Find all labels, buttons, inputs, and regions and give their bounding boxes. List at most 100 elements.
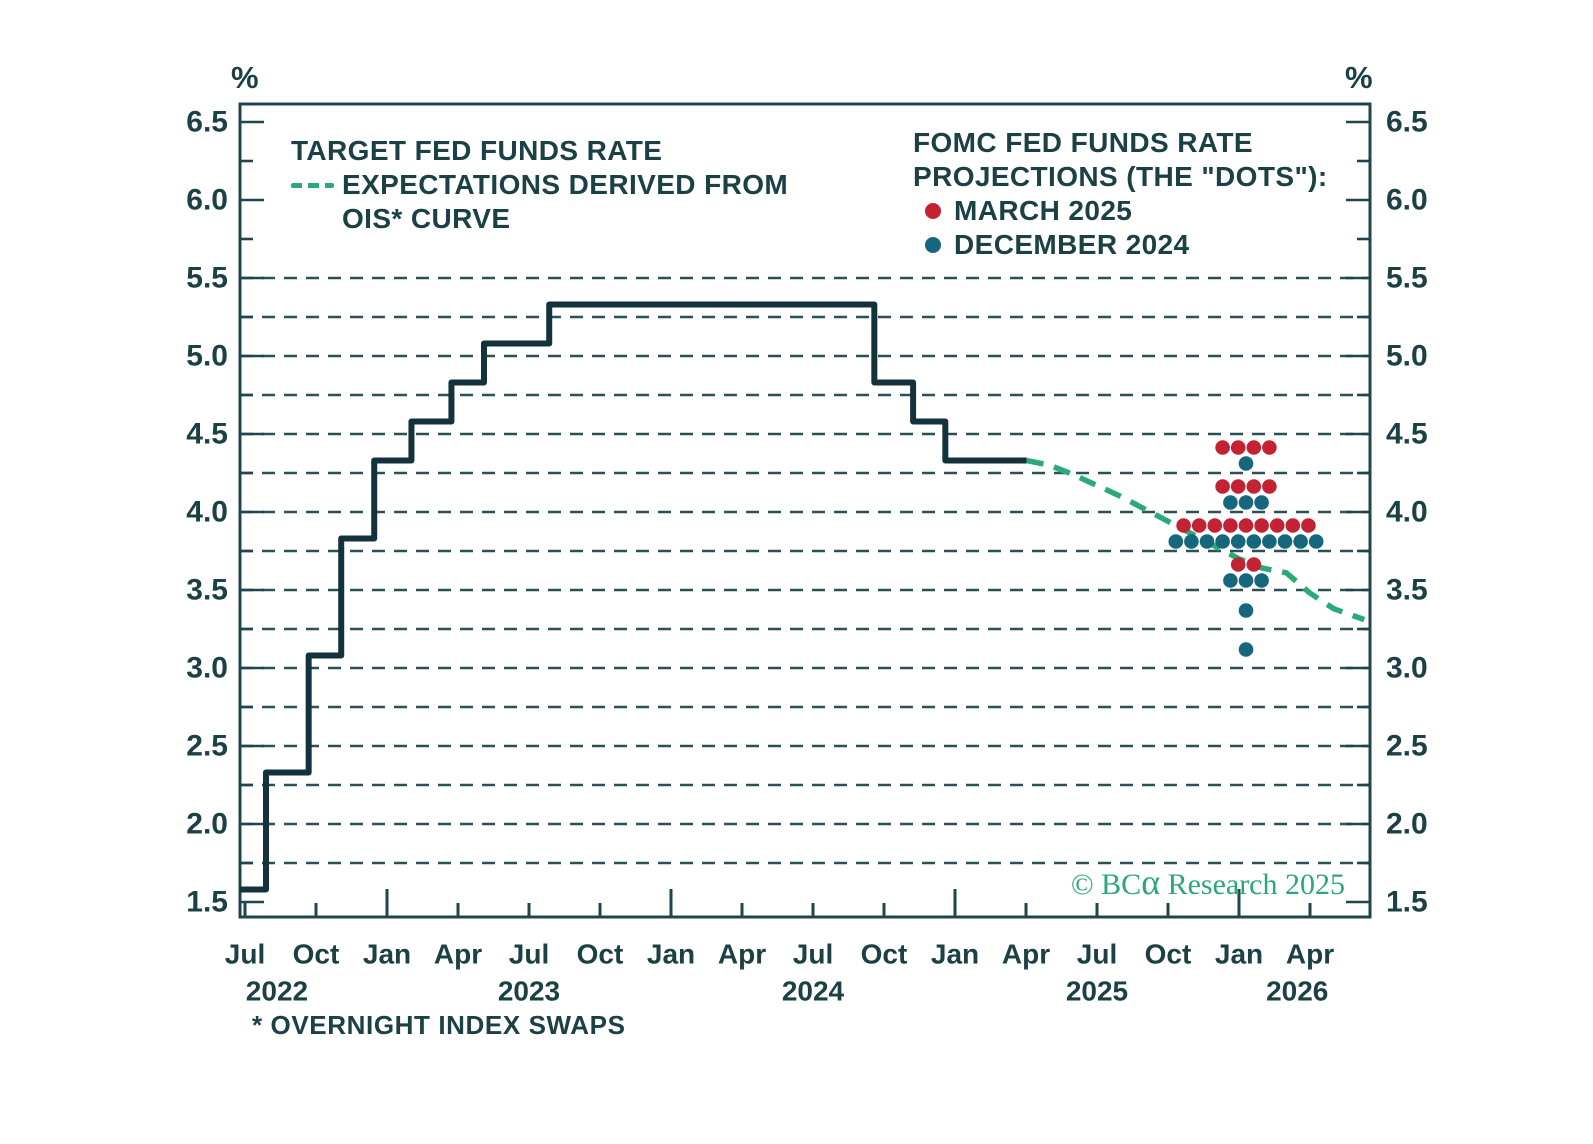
y-axis-label-right: 5.5 (1386, 262, 1428, 295)
x-axis-year-label: 2025 (1066, 976, 1128, 1007)
y-axis-label-right: 3.0 (1386, 652, 1428, 685)
x-axis-month-label: Apr (1002, 939, 1050, 970)
copyright-suffix: Research 2025 (1160, 868, 1345, 901)
legend-ois-label-line1: EXPECTATIONS DERIVED FROM (342, 169, 789, 200)
footnote-ois-definition: * OVERNIGHT INDEX SWAPS (252, 1010, 626, 1040)
y-axis-label-right: 2.5 (1386, 730, 1428, 763)
fomc-dot-march-2025 (1207, 518, 1223, 533)
x-axis-month-label: Jul (225, 939, 265, 970)
y-axis-label-right: 3.5 (1386, 574, 1428, 607)
y-axis-label-left: 3.5 (186, 574, 228, 607)
fomc-dot-december-2024 (1262, 534, 1277, 549)
legend-item-december-2024: DECEMBER 2024 (913, 228, 1328, 262)
legend-target-rate: TARGET FED FUNDS RATE EXPECTATIONS DERIV… (291, 134, 788, 236)
y-axis-label-left: 1.5 (186, 886, 228, 919)
x-axis-year-label: 2023 (498, 976, 560, 1007)
y-axis-label-left: 6.0 (186, 184, 228, 217)
fomc-dot-december-2024 (1238, 495, 1254, 510)
y-axis-label-left: 3.0 (186, 652, 228, 685)
fomc-dot-december-2024 (1293, 534, 1308, 549)
fomc-dot-december-2024 (1215, 534, 1230, 549)
x-axis-month-label: Jan (1215, 939, 1263, 970)
legend-december-2024-label: DECEMBER 2024 (954, 229, 1190, 260)
fomc-dot-december-2024 (1246, 534, 1262, 549)
target-fed-funds-rate-line (240, 301, 1027, 893)
x-axis-month-label: Jan (647, 939, 695, 970)
x-axis-month-label: Jan (931, 939, 979, 970)
fomc-dot-december-2024 (1184, 534, 1199, 549)
x-axis-month-label: Jul (793, 939, 833, 970)
fomc-dot-march-2025 (1262, 479, 1277, 494)
legend-fomc-title-line1: FOMC FED FUNDS RATE (913, 127, 1253, 158)
fomc-dot-december-2024 (1238, 456, 1254, 471)
fomc-dot-march-2025 (1246, 440, 1262, 455)
fomc-dot-december-2024 (1199, 534, 1215, 549)
legend-fomc-title-line2: PROJECTIONS (THE "DOTS"): (913, 161, 1328, 192)
fomc-dot-march-2025 (1215, 440, 1230, 455)
fomc-dot-march-2025 (1254, 518, 1269, 533)
fomc-dot-december-2024 (1238, 603, 1254, 618)
march-2025-dot-icon (925, 203, 941, 219)
fomc-dot-december-2024 (1254, 495, 1269, 510)
y-axis-label-left: 4.5 (186, 418, 228, 451)
ois-dashed-line-marker (291, 182, 334, 188)
fomc-dot-march-2025 (1269, 518, 1285, 533)
y-axis-label-right: 4.0 (1386, 496, 1428, 529)
fomc-dot-december-2024 (1238, 573, 1254, 588)
copyright-notice: © BCα Research 2025 (1040, 864, 1345, 902)
y-axis-label-right: 1.5 (1386, 886, 1428, 919)
fomc-dot-december-2024 (1168, 534, 1184, 549)
y-axis-label-left: 5.5 (186, 262, 228, 295)
x-axis-year-label: 2022 (246, 976, 308, 1007)
december-2024-dot-icon (925, 237, 941, 253)
fomc-dot-march-2025 (1246, 557, 1262, 572)
fomc-dot-march-2025 (1246, 479, 1262, 494)
fomc-dot-december-2024 (1254, 573, 1269, 588)
x-axis-month-label: Jul (509, 939, 549, 970)
fomc-dot-december-2024 (1308, 534, 1324, 549)
y-axis-label-right: 2.0 (1386, 808, 1428, 841)
x-axis-month-label: Apr (434, 939, 482, 970)
x-axis-month-label: Oct (293, 939, 340, 970)
fomc-dot-march-2025 (1215, 479, 1230, 494)
x-axis-month-label: Apr (1286, 939, 1334, 970)
y-axis-label-right: 5.0 (1386, 340, 1428, 373)
y-axis-label-left: 5.0 (186, 340, 228, 373)
x-axis-month-label: Oct (577, 939, 624, 970)
x-axis-month-label: Jan (363, 939, 411, 970)
y-axis-label-right: 6.5 (1386, 106, 1428, 139)
y-axis-label-right: 6.0 (1386, 184, 1428, 217)
x-axis-month-label: Oct (861, 939, 908, 970)
fomc-dot-december-2024 (1277, 534, 1293, 549)
fomc-dot-december-2024 (1223, 573, 1238, 588)
y-axis-unit-left: % (231, 60, 259, 95)
fomc-dot-march-2025 (1238, 518, 1254, 533)
x-axis-month-label: Apr (718, 939, 766, 970)
plot-frame (238, 102, 1372, 919)
y-axis-label-left: 6.5 (186, 106, 228, 139)
y-axis-label-left: 4.0 (186, 496, 228, 529)
fomc-dot-december-2024 (1230, 534, 1246, 549)
y-axis-label-right: 4.5 (1386, 418, 1428, 451)
fomc-dot-march-2025 (1285, 518, 1301, 533)
y-axis-label-left: 2.0 (186, 808, 228, 841)
fomc-dot-march-2025 (1223, 518, 1238, 533)
y-axis-unit-right: % (1345, 60, 1373, 95)
ois-expectations-curve (1026, 457, 1366, 623)
fomc-dot-march-2025 (1262, 440, 1277, 455)
copyright-alpha-glyph: α (1141, 862, 1161, 902)
x-axis-year-label: 2026 (1266, 976, 1328, 1007)
fomc-dot-march-2025 (1230, 440, 1246, 455)
legend-fomc-dots: FOMC FED FUNDS RATE PROJECTIONS (THE "DO… (913, 126, 1328, 262)
fomc-dot-march-2025 (1191, 518, 1207, 533)
legend-march-2025-label: MARCH 2025 (954, 195, 1133, 226)
copyright-prefix: © BC (1070, 868, 1142, 901)
legend-target-rate-label: TARGET FED FUNDS RATE (291, 135, 663, 166)
legend-ois-label-line2: OIS* CURVE (342, 203, 511, 234)
x-axis-month-label: Jul (1077, 939, 1117, 970)
fomc-dot-march-2025 (1230, 479, 1246, 494)
y-axis-label-left: 2.5 (186, 730, 228, 763)
fomc-dot-march-2025 (1176, 518, 1191, 533)
fomc-dot-december-2024 (1238, 642, 1254, 657)
